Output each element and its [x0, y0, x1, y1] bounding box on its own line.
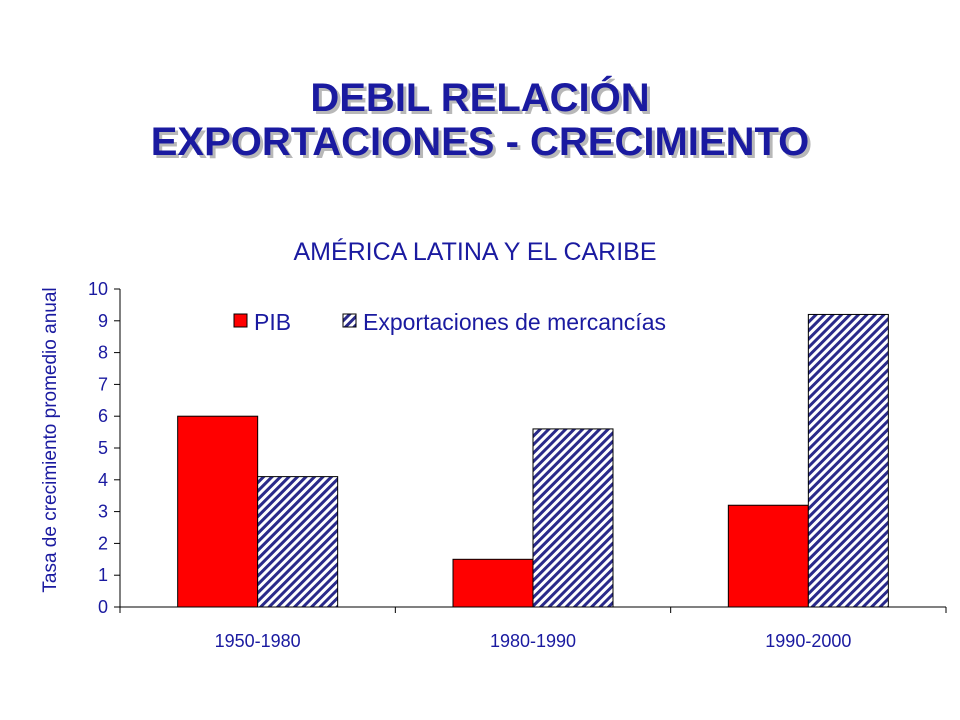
y-tick-label: 6	[98, 406, 108, 426]
y-tick-label: 9	[98, 311, 108, 331]
y-tick-label: 1	[98, 565, 108, 585]
x-axis-ticks: 1950-1980 1980-1990 1990-2000	[119, 607, 947, 651]
bar-pib	[727, 504, 809, 608]
slide-title-line-1: DEBIL RELACIÓN	[310, 76, 650, 120]
legend-swatch-exports	[342, 313, 357, 328]
chart-legend: PIB Exportaciones de mercancías	[233, 309, 666, 335]
y-tick-label: 7	[98, 374, 108, 394]
legend-label-pib: PIB	[254, 309, 291, 335]
legend-label-exports: Exportaciones de mercancías	[363, 309, 666, 335]
x-tick-label: 1950-1980	[215, 631, 301, 651]
y-tick-label: 5	[98, 438, 108, 458]
legend-swatch-pib	[233, 313, 248, 328]
slide-title: DEBIL RELACIÓN EXPORTACIONES - CRECIMIEN…	[0, 76, 960, 164]
y-tick-label: 2	[98, 533, 108, 553]
chart-title: AMÉRICA LATINA Y EL CARIBE	[293, 237, 656, 266]
slide-title-line-2: EXPORTACIONES - CRECIMIENTO	[150, 120, 810, 164]
y-axis-ticks: 0 1 2 3 4 5 6 7 8 9 10	[88, 279, 120, 617]
y-tick-label: 4	[98, 470, 108, 490]
bar-exports	[532, 428, 614, 608]
y-tick-label: 8	[98, 343, 108, 363]
chart-bars	[177, 313, 889, 608]
y-tick-label: 0	[98, 597, 108, 617]
bar-pib	[452, 558, 534, 608]
y-axis-label: Tasa de crecimiento promedio anual	[40, 287, 61, 592]
bar-exports	[807, 313, 889, 608]
y-tick-label: 3	[98, 502, 108, 522]
y-tick-label: 10	[88, 279, 108, 299]
x-tick-label: 1980-1990	[490, 631, 576, 651]
bar-pib	[177, 415, 259, 608]
x-tick-label: 1990-2000	[765, 631, 851, 651]
bar-exports	[257, 476, 339, 608]
